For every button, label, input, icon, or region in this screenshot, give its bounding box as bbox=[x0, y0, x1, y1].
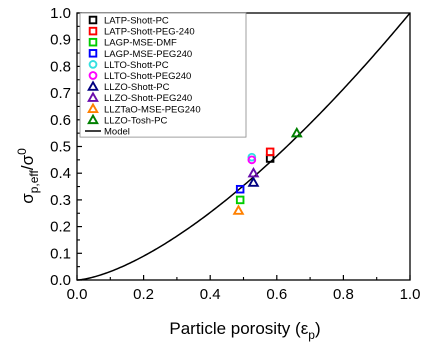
y-tick-label: 0.0 bbox=[50, 272, 71, 289]
legend-marker-llztao-mse-peg240 bbox=[87, 102, 99, 113]
y-axis-slash: / bbox=[18, 165, 37, 170]
legend-label-llto-shott-pc: LLTO-Shott-PC bbox=[104, 60, 169, 71]
legend-label-lagp-mse-peg240: LAGP-MSE-PEG240 bbox=[104, 49, 192, 60]
axes: 0.0 0.2 0.4 0.6 0.8 1.0 0.0 0.1 0.2 0.3 0.4 0.5 0.6 0… bbox=[50, 5, 420, 303]
legend-marker-lagp-mse-dmf bbox=[88, 37, 98, 47]
data-point-llzo-tosh-pc bbox=[290, 126, 303, 138]
x-axis-title: Particle porosity (εp) bbox=[169, 319, 320, 342]
y-tick-label: 1.0 bbox=[50, 5, 71, 22]
y-tick-label: 0.1 bbox=[50, 245, 71, 262]
y-axis-sigma-ref: σ bbox=[18, 154, 37, 165]
x-tick-label: 0.6 bbox=[266, 286, 287, 303]
y-tick-label: 0.7 bbox=[50, 85, 71, 102]
x-axis-close: ) bbox=[315, 319, 321, 338]
y-tick-label: 0.6 bbox=[50, 112, 71, 129]
y-axis-sigma: σ bbox=[18, 193, 37, 204]
x-tick-label: 0.8 bbox=[333, 286, 354, 303]
legend-marker-latp-shott-pc bbox=[88, 15, 98, 25]
x-axis-epsilon: ε bbox=[301, 319, 309, 338]
legend-label-model: Model bbox=[104, 127, 130, 138]
y-axis-superscript: 0 bbox=[15, 148, 29, 155]
legend-box bbox=[79, 12, 247, 138]
plot-area bbox=[76, 12, 411, 281]
legend-label-llzo-shott-pc: LLZO-Shott-PC bbox=[104, 82, 170, 93]
legend-label-llzo-tosh-pc: LLZO-Tosh-PC bbox=[104, 115, 167, 126]
y-tick-label: 0.2 bbox=[50, 219, 71, 236]
x-tick-label: 0.2 bbox=[133, 286, 154, 303]
y-tick-label: 0.5 bbox=[50, 139, 71, 156]
y-tick-label: 0.9 bbox=[50, 32, 71, 49]
legend-marker-llto-shott-pc bbox=[88, 60, 98, 69]
legend-label-lagp-mse-dmf: LAGP-MSE-DMF bbox=[104, 38, 177, 49]
legend: LATP-Shott-PCLATP-Shott-PEG-240LAGP-MSE-… bbox=[79, 12, 247, 138]
legend-label-llzo-shott-peg240: LLZO-Shott-PEG240 bbox=[104, 93, 192, 104]
legend-marker-llto-shott-peg240 bbox=[88, 71, 98, 80]
legend-label-latp-shott-peg-240: LATP-Shott-PEG-240 bbox=[104, 27, 195, 38]
x-tick-label: 1.0 bbox=[400, 286, 421, 303]
x-axis-label: Particle porosity ( bbox=[169, 319, 301, 338]
legend-label-latp-shott-pc: LATP-Shott-PC bbox=[104, 16, 169, 27]
data-point-llto-shott-peg240 bbox=[247, 155, 257, 165]
legend-marker-llzo-shott-pc bbox=[87, 80, 99, 91]
y-axis-subscript: p,eff bbox=[27, 169, 41, 193]
legend-label-llztao-mse-peg240: LLZTaO-MSE-PEG240 bbox=[104, 104, 201, 115]
legend-marker-lagp-mse-peg240 bbox=[88, 49, 98, 58]
data-point-llzo-shott-peg240 bbox=[247, 166, 260, 178]
x-tick-label: 0.0 bbox=[67, 286, 88, 303]
y-tick-label: 0.8 bbox=[50, 58, 71, 75]
data-point-lagp-mse-peg240 bbox=[235, 184, 245, 194]
x-tick-label: 0.4 bbox=[200, 286, 221, 303]
y-tick-label: 0.4 bbox=[50, 165, 71, 182]
legend-marker-llzo-tosh-pc bbox=[87, 113, 99, 125]
data-point-llztao-mse-peg240 bbox=[232, 204, 245, 215]
y-axis-title: σp,eff/σ0 bbox=[15, 148, 41, 204]
legend-marker-latp-shott-peg-240 bbox=[88, 26, 98, 36]
legend-marker-llzo-shott-peg240 bbox=[87, 91, 99, 102]
x-axis-subscript: p bbox=[308, 328, 315, 342]
data-point-llzo-shott-pc bbox=[247, 176, 260, 187]
legend-label-llto-shott-peg240: LLTO-Shott-PEG240 bbox=[104, 71, 191, 82]
data-point-lagp-mse-dmf bbox=[235, 195, 245, 205]
data-point-latp-shott-peg-240 bbox=[265, 147, 275, 157]
y-tick-label: 0.3 bbox=[50, 192, 71, 209]
